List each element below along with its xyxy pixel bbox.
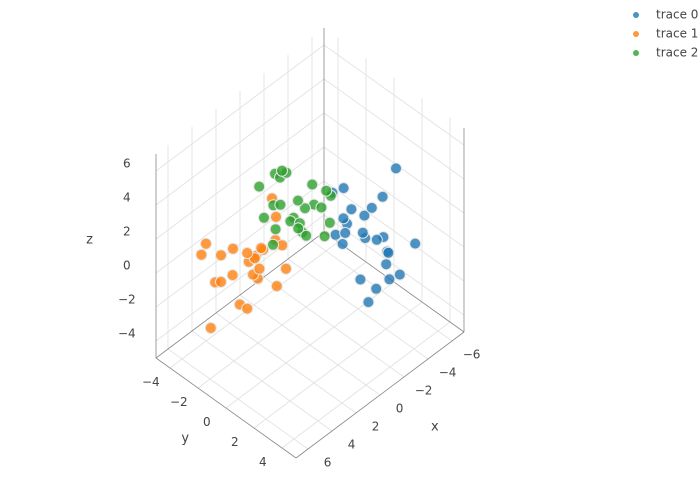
- data-point: [274, 198, 287, 211]
- data-point: [300, 229, 313, 242]
- data-point: [241, 302, 254, 315]
- y-axis-title: y: [181, 431, 189, 446]
- grid-line: [323, 180, 465, 282]
- data-point: [241, 247, 254, 259]
- legend-marker: [633, 12, 639, 18]
- grid-line: [323, 44, 465, 146]
- x-tick-label: −4: [439, 366, 457, 380]
- legend: trace 0 trace 1 trace 2: [633, 8, 698, 60]
- axis-line: [295, 331, 465, 459]
- grid-line: [169, 241, 339, 369]
- data-point: [195, 248, 208, 261]
- legend-label: trace 0: [656, 8, 698, 22]
- y-tick-label: −2: [170, 395, 188, 409]
- data-point: [270, 280, 283, 293]
- grid-line: [155, 146, 325, 274]
- data-point: [215, 249, 227, 262]
- data-point: [270, 210, 282, 223]
- data-point: [253, 180, 266, 193]
- legend-marker: [633, 50, 639, 56]
- y-tick-label: 0: [203, 415, 211, 429]
- data-point: [370, 233, 383, 246]
- data-point: [354, 273, 367, 286]
- data-point: [393, 268, 406, 281]
- data-point: [280, 262, 292, 275]
- x-axis-title: x: [431, 420, 439, 435]
- grid-line: [323, 146, 465, 248]
- data-point: [306, 178, 319, 191]
- z-tick-label: 2: [123, 225, 131, 239]
- z-tick-label: −2: [118, 293, 136, 307]
- x-tick-label: −2: [415, 384, 433, 398]
- legend-label: trace 1: [656, 27, 698, 41]
- data-point: [380, 258, 393, 271]
- data-point: [339, 227, 352, 239]
- data-point: [362, 296, 375, 309]
- grid-line: [155, 44, 325, 172]
- data-point: [336, 238, 349, 250]
- axis-line: [155, 231, 325, 359]
- y-tick-label: −4: [142, 375, 160, 389]
- data-point: [292, 222, 305, 235]
- data-point: [409, 237, 422, 250]
- data-point: [376, 190, 389, 203]
- data-point: [337, 182, 350, 195]
- grid-line: [155, 112, 325, 240]
- data-point: [200, 237, 212, 250]
- data-point: [337, 212, 350, 225]
- data-point: [370, 282, 383, 295]
- data-point: [267, 238, 279, 251]
- z-tick-label: 6: [123, 157, 131, 171]
- x-tick-label: 4: [348, 438, 356, 452]
- data-point: [204, 322, 217, 334]
- grid-line: [323, 78, 465, 180]
- legend-label: trace 2: [656, 46, 698, 60]
- data-point: [356, 226, 369, 239]
- z-axis-title: z: [86, 233, 93, 248]
- grid-line: [281, 321, 451, 449]
- data-point: [255, 242, 268, 255]
- data-point: [227, 242, 239, 255]
- data-point: [383, 273, 396, 286]
- points: [195, 162, 422, 334]
- data-point: [318, 230, 331, 243]
- x-tick-label: −6: [463, 348, 481, 362]
- data-point: [390, 162, 402, 175]
- z-tick-label: 0: [123, 259, 131, 273]
- axis-line: [155, 357, 297, 459]
- x-tick-label: 0: [396, 402, 404, 416]
- data-point: [258, 211, 270, 224]
- grid-line: [197, 261, 367, 389]
- data-point: [365, 201, 378, 214]
- data-point: [315, 201, 328, 214]
- data-point: [276, 164, 288, 177]
- y-tick-label: 2: [231, 435, 239, 449]
- data-point: [253, 262, 266, 275]
- data-point: [299, 202, 311, 215]
- legend-marker: [633, 31, 639, 37]
- data-point: [382, 246, 395, 259]
- data-point: [269, 223, 282, 236]
- y-tick-label: 4: [259, 455, 267, 469]
- data-point: [292, 194, 304, 207]
- data-point: [323, 216, 336, 229]
- z-tick-label: −4: [118, 327, 136, 341]
- grid-line: [155, 214, 325, 342]
- x-tick-label: 6: [324, 456, 332, 470]
- data-point: [320, 184, 333, 197]
- data-point: [358, 209, 371, 222]
- data-point: [226, 269, 239, 282]
- grid-line: [155, 78, 325, 206]
- z-tick-label: 4: [123, 191, 131, 205]
- data-point: [345, 203, 358, 216]
- grid-line: [253, 301, 423, 429]
- data-point: [215, 275, 227, 288]
- x-tick-label: 2: [372, 420, 380, 434]
